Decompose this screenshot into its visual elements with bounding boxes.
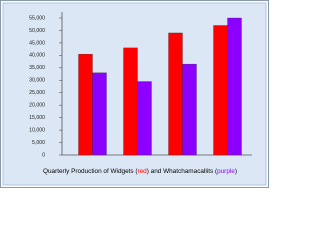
y-tick-label: 5,000	[32, 140, 45, 146]
y-tick-label: 55,000	[29, 15, 45, 21]
chart: Quarterly Production of Widgets (red) an…	[0, 0, 269, 188]
bar	[213, 25, 228, 156]
bar	[168, 32, 183, 156]
y-tick-label: 10,000	[29, 127, 45, 133]
bar	[137, 81, 152, 156]
y-tick-label: 20,000	[29, 103, 45, 109]
title-part: )	[235, 168, 237, 175]
y-tick-label: 40,000	[29, 53, 45, 59]
y-tick-label: 0	[42, 152, 45, 158]
chart-title: Quarterly Production of Widgets (red) an…	[43, 168, 237, 175]
y-tick-label: 25,000	[29, 90, 45, 96]
y-tick-label: 45,000	[29, 40, 45, 46]
y-tick-label: 35,000	[29, 65, 45, 71]
bar	[92, 72, 107, 156]
bar	[182, 63, 197, 156]
bar	[227, 17, 242, 156]
page: Quarterly Production of Widgets (red) an…	[0, 0, 269, 188]
bar	[123, 47, 138, 156]
title-part: ) and Whatchamacallits (	[147, 168, 218, 175]
title-part: Quarterly Production of Widgets (	[43, 168, 138, 175]
y-tick-label: 30,000	[29, 78, 45, 84]
title-part: red	[138, 168, 148, 175]
y-tick-label: 15,000	[29, 115, 45, 121]
title-part: purple	[217, 168, 235, 175]
y-tick-label: 50,000	[29, 28, 45, 34]
bar	[78, 53, 93, 156]
